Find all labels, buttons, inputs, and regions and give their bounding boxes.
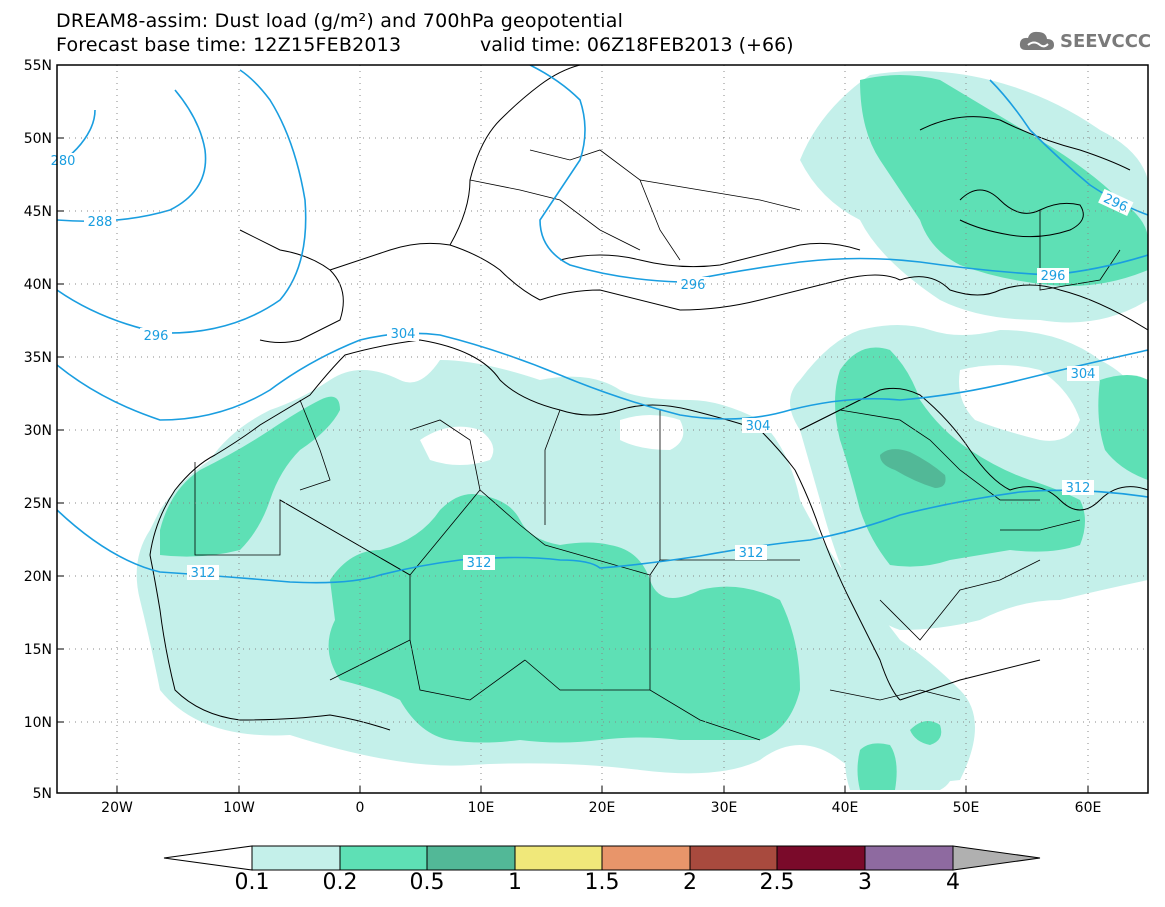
contour-label: 304 xyxy=(391,327,416,342)
cloud-icon xyxy=(1019,31,1054,50)
lat-label: 55N xyxy=(24,58,52,74)
lon-label: 50E xyxy=(953,800,980,816)
colorbar-segment xyxy=(776,845,866,871)
colorbar-label: 2.5 xyxy=(759,870,795,895)
colorbar-label: 4 xyxy=(946,870,960,895)
lat-label: 5N xyxy=(33,786,52,802)
lat-label: 20N xyxy=(24,569,52,585)
grid-lines xyxy=(57,65,1148,793)
contour-label: 312 xyxy=(739,546,764,561)
colorbar-label: 0.5 xyxy=(409,870,445,895)
contour-label: 296 xyxy=(1041,269,1066,284)
lat-label: 10N xyxy=(24,715,52,731)
lat-label: 45N xyxy=(24,204,52,220)
country-borders xyxy=(194,149,1121,741)
lat-label: 25N xyxy=(24,496,52,512)
contour-label: 280 xyxy=(51,154,76,169)
logo-text: SEEVCCC xyxy=(1060,30,1152,52)
contour-label: 304 xyxy=(746,419,771,434)
colorbar-segment xyxy=(601,845,691,871)
latitude-labels: 55N 50N 45N 40N 35N 30N 25N 20N 15N 10N … xyxy=(24,58,52,802)
lat-label: 50N xyxy=(24,131,52,147)
contour-label: 288 xyxy=(88,215,113,230)
lon-label: 40E xyxy=(832,800,859,816)
colorbar-segment xyxy=(339,845,428,871)
heavy-dust-layer xyxy=(880,449,946,488)
lat-label: 15N xyxy=(24,642,52,658)
colorbar-high-arrow xyxy=(952,845,1041,871)
lon-label: 10W xyxy=(223,800,255,816)
contour-label: 296 xyxy=(681,278,706,293)
lon-label: 20W xyxy=(101,800,133,816)
lon-label: 60E xyxy=(1075,800,1102,816)
contour-label: 312 xyxy=(191,566,216,581)
seevccc-logo: SEEVCCC xyxy=(1018,26,1151,56)
colorbar-label: 0.2 xyxy=(322,870,358,895)
colorbar-label: 1.5 xyxy=(584,870,620,895)
axis-ticks xyxy=(57,64,1089,793)
colorbar xyxy=(163,845,1041,871)
map-title: DREAM8-assim: Dust load (g/m²) and 700hP… xyxy=(56,10,624,32)
lon-label: 30E xyxy=(711,800,738,816)
medium-dust-layer xyxy=(160,75,1148,790)
contour-label: 312 xyxy=(467,556,492,571)
colorbar-segment xyxy=(426,845,516,871)
colorbar-low-arrow xyxy=(163,845,253,871)
lon-label: 10E xyxy=(468,800,495,816)
colorbar-segment xyxy=(864,845,954,871)
lat-label: 35N xyxy=(24,350,52,366)
colorbar-label: 1 xyxy=(508,870,522,895)
colorbar-segment xyxy=(251,845,341,871)
contour-label: 312 xyxy=(1066,481,1091,496)
lat-label: 30N xyxy=(24,423,52,439)
contour-labels: 280 288 296 304 312 296 296 296 304 312 … xyxy=(51,153,1134,581)
lat-label: 40N xyxy=(24,277,52,293)
forecast-base-time: Forecast base time: 12Z15FEB2013 xyxy=(56,34,402,56)
dust-layers xyxy=(136,71,1148,790)
colorbar-label: 0.1 xyxy=(234,870,270,895)
valid-time: valid time: 06Z18FEB2013 (+66) xyxy=(480,34,794,56)
dust-gaps xyxy=(420,365,1080,465)
colorbar-label: 2 xyxy=(683,870,697,895)
colorbar-label: 3 xyxy=(858,870,872,895)
contour-label: 296 xyxy=(144,329,169,344)
colorbar-segment xyxy=(689,845,778,871)
longitude-labels: 20W 10W 0 10E 20E 30E 40E 50E 60E xyxy=(101,800,1101,816)
lon-label: 0 xyxy=(356,800,365,816)
contour-label: 304 xyxy=(1071,367,1096,382)
lon-label: 20E xyxy=(589,800,616,816)
colorbar-segment xyxy=(514,845,603,871)
coastlines xyxy=(149,65,1148,731)
